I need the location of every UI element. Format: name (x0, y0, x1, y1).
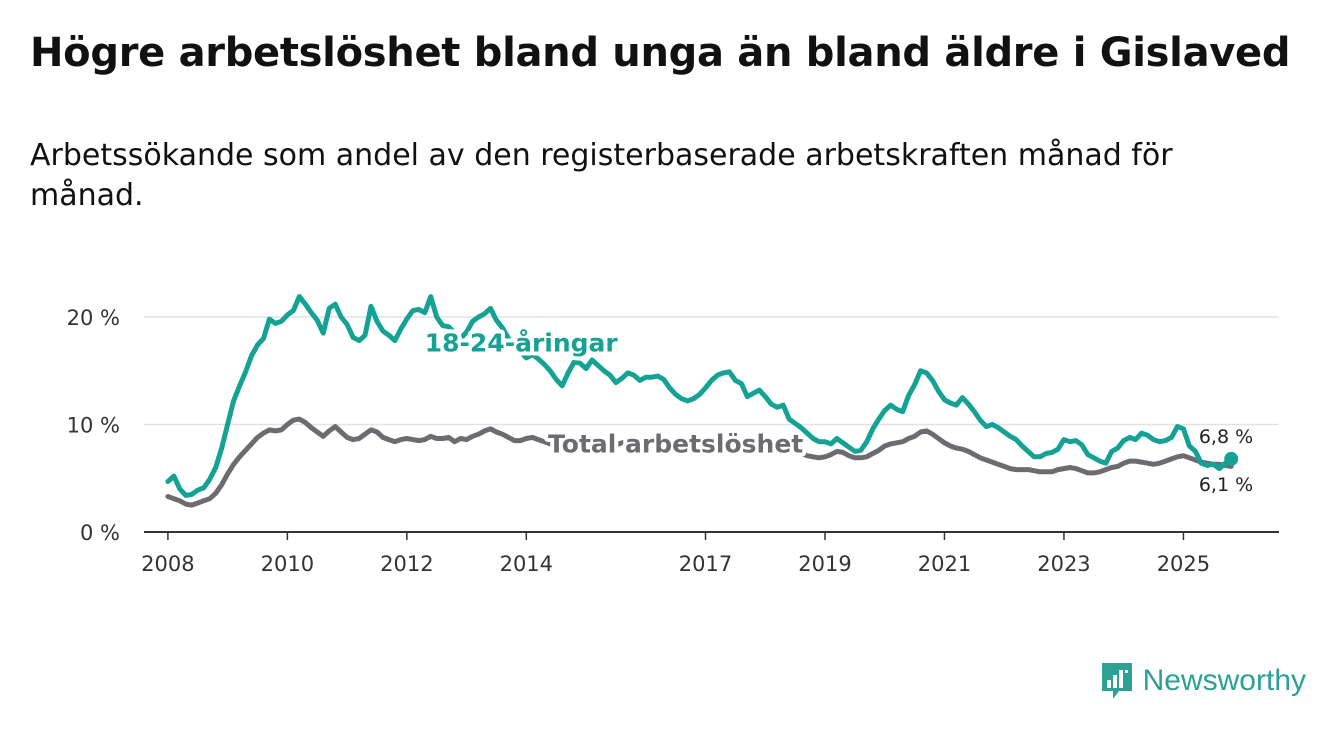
series-line-youth (165, 294, 1234, 498)
x-tick-label: 2019 (798, 552, 851, 576)
series-line-total (165, 416, 1234, 508)
x-tick-label: 2017 (679, 552, 732, 576)
brand-name: Newsworthy (1142, 664, 1306, 697)
x-tick-label: 2010 (261, 552, 314, 576)
y-tick-label: 20 % (67, 306, 120, 330)
x-tick-label: 2021 (918, 552, 971, 576)
y-tick-label: 10 % (67, 414, 120, 438)
chart-subtitle: Arbetssökande som andel av den registerb… (30, 138, 1173, 213)
x-tick-label: 2012 (380, 552, 433, 576)
chart-title: Högre arbetslöshet bland unga än bland ä… (30, 30, 1291, 76)
labels: 18-24-åringar Total arbetslöshet 6,8 % 6,1 … (421, 324, 1253, 496)
x-tick-label: 2025 (1157, 552, 1210, 576)
x-tick-label: 2023 (1037, 552, 1090, 576)
series-lines (165, 294, 1239, 508)
end-value-total: 6,1 % (1199, 474, 1253, 496)
axes: 0 % 10 % 20 % 2008 2010 2012 2014 2017 2019 2021 2… (67, 306, 1279, 576)
series-label-youth: 18-24-åringar (425, 328, 619, 357)
newsworthy-logo-icon (1101, 663, 1132, 699)
gridlines (144, 316, 1279, 426)
x-tick-label: 2008 (141, 552, 194, 576)
y-tick-label: 0 % (80, 521, 120, 545)
series-label-total: Total arbetslöshet (548, 429, 803, 458)
x-tick-label: 2014 (500, 552, 553, 576)
brand-logo[interactable]: Newsworthy (1099, 660, 1306, 702)
end-value-youth: 6,8 % (1199, 426, 1253, 448)
end-point-marker (1224, 451, 1239, 466)
